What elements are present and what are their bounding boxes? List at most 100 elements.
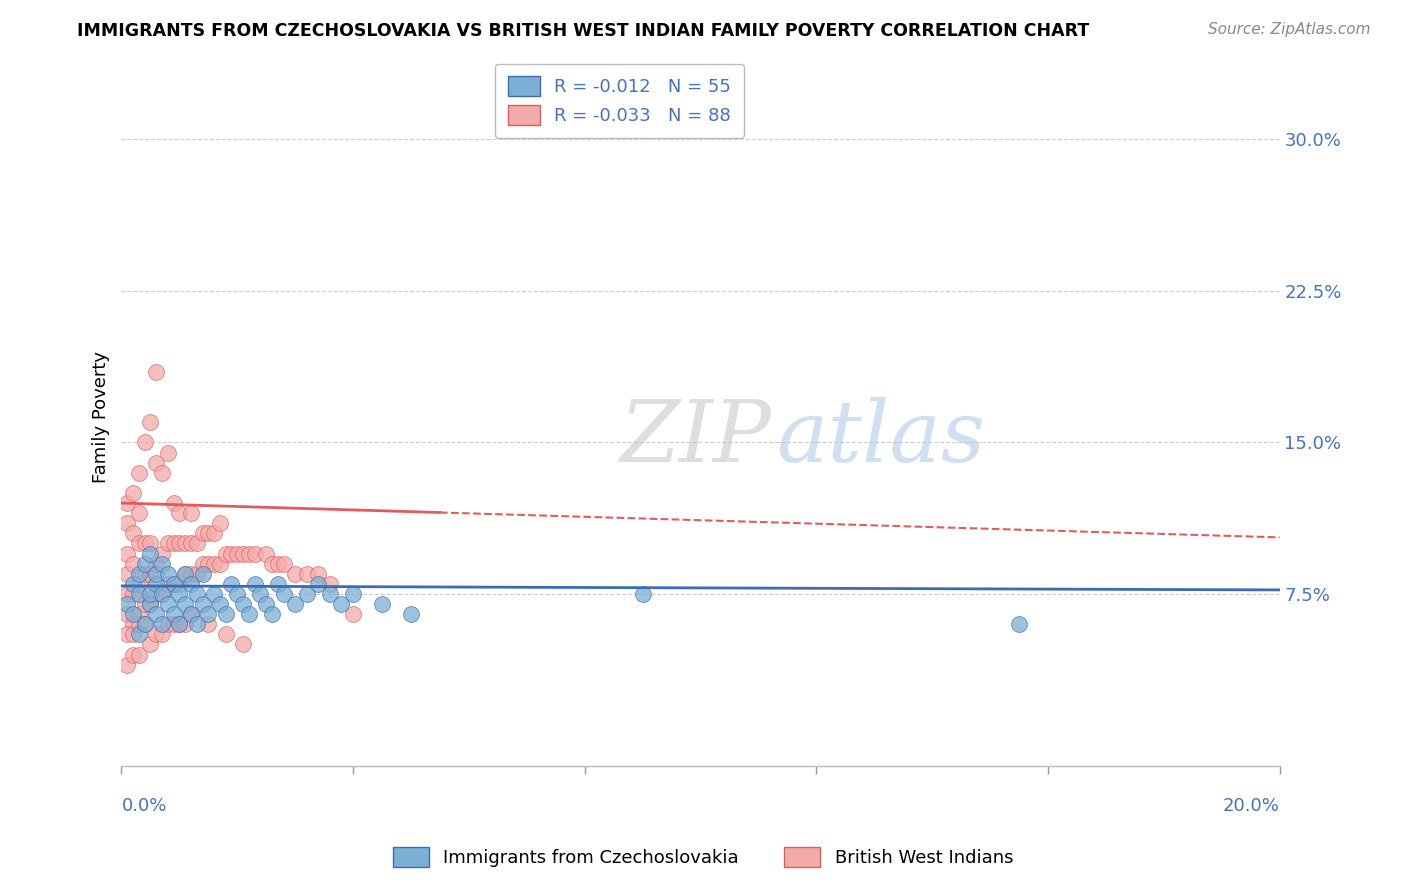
Point <box>145 577 167 591</box>
Point <box>134 566 156 581</box>
Legend: Immigrants from Czechoslovakia, British West Indians: Immigrants from Czechoslovakia, British … <box>385 839 1021 874</box>
Point <box>145 627 167 641</box>
Point <box>295 587 318 601</box>
Point <box>122 486 145 500</box>
Point <box>115 516 138 531</box>
Point <box>122 607 145 622</box>
Point <box>232 637 254 651</box>
Point <box>273 557 295 571</box>
Point <box>139 587 162 601</box>
Point <box>215 547 238 561</box>
Point <box>128 607 150 622</box>
Point <box>122 577 145 591</box>
Point <box>191 526 214 541</box>
Point <box>128 587 150 601</box>
Point <box>122 627 145 641</box>
Point <box>150 557 173 571</box>
Text: IMMIGRANTS FROM CZECHOSLOVAKIA VS BRITISH WEST INDIAN FAMILY POVERTY CORRELATION: IMMIGRANTS FROM CZECHOSLOVAKIA VS BRITIS… <box>77 22 1090 40</box>
Point <box>371 597 394 611</box>
Point <box>115 496 138 510</box>
Point <box>150 587 173 601</box>
Point <box>139 547 162 561</box>
Point <box>156 445 179 459</box>
Point <box>186 617 208 632</box>
Point <box>134 617 156 632</box>
Point <box>128 577 150 591</box>
Point <box>169 577 191 591</box>
Point <box>128 536 150 550</box>
Point <box>208 557 231 571</box>
Point <box>191 557 214 571</box>
Point <box>150 547 173 561</box>
Point <box>162 536 184 550</box>
Point <box>319 577 342 591</box>
Point <box>174 597 197 611</box>
Point <box>115 657 138 672</box>
Point <box>156 577 179 591</box>
Point <box>295 566 318 581</box>
Point <box>128 566 150 581</box>
Point <box>202 557 225 571</box>
Point <box>150 587 173 601</box>
Point <box>115 566 138 581</box>
Point <box>169 587 191 601</box>
Point <box>342 607 364 622</box>
Point <box>115 607 138 622</box>
Point <box>267 577 290 591</box>
Point <box>156 617 179 632</box>
Point <box>284 597 307 611</box>
Point <box>202 587 225 601</box>
Point <box>215 607 238 622</box>
Point <box>145 607 167 622</box>
Point <box>145 456 167 470</box>
Point <box>249 587 271 601</box>
Y-axis label: Family Poverty: Family Poverty <box>93 351 110 483</box>
Point <box>115 587 138 601</box>
Point <box>215 627 238 641</box>
Point <box>115 627 138 641</box>
Text: Source: ZipAtlas.com: Source: ZipAtlas.com <box>1208 22 1371 37</box>
Point <box>186 536 208 550</box>
Point <box>260 607 283 622</box>
Point <box>307 566 329 581</box>
Point <box>238 547 260 561</box>
Point <box>128 506 150 520</box>
Point <box>139 566 162 581</box>
Point <box>180 506 202 520</box>
Point <box>191 566 214 581</box>
Point <box>208 597 231 611</box>
Point <box>254 597 277 611</box>
Point <box>122 526 145 541</box>
Point <box>174 617 197 632</box>
Point <box>186 587 208 601</box>
Text: 0.0%: 0.0% <box>121 797 167 815</box>
Point <box>330 597 353 611</box>
Point <box>169 506 191 520</box>
Text: ZIP: ZIP <box>620 397 772 480</box>
Point <box>174 566 197 581</box>
Point <box>232 547 254 561</box>
Point <box>122 648 145 662</box>
Point <box>208 516 231 531</box>
Point <box>1008 617 1031 632</box>
Point <box>267 557 290 571</box>
Point <box>180 607 202 622</box>
Point <box>139 536 162 550</box>
Point <box>260 557 283 571</box>
Point <box>232 597 254 611</box>
Point <box>174 566 197 581</box>
Point <box>197 526 219 541</box>
Point <box>134 435 156 450</box>
Point <box>128 648 150 662</box>
Point <box>180 607 202 622</box>
Point <box>180 536 202 550</box>
Point <box>139 415 162 429</box>
Point <box>399 607 422 622</box>
Point <box>243 577 266 591</box>
Point <box>169 536 191 550</box>
Point <box>162 617 184 632</box>
Point <box>115 597 138 611</box>
Point <box>150 617 173 632</box>
Text: atlas: atlas <box>776 397 984 480</box>
Point <box>191 597 214 611</box>
